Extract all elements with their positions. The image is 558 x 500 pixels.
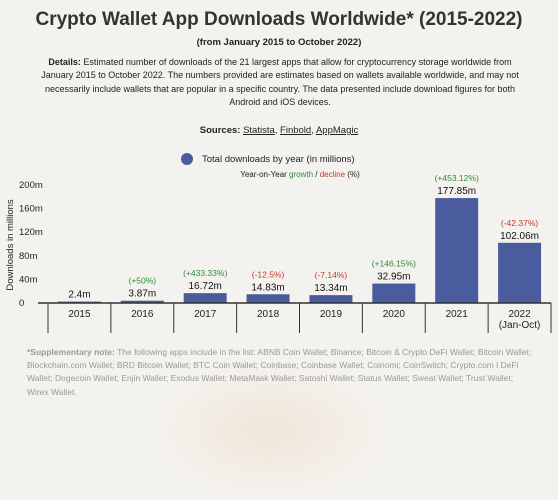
bar-value-label: 102.06m xyxy=(500,231,539,242)
legend-yoy-suffix: (%) xyxy=(345,170,360,179)
yoy-change-label: (-42.37%) xyxy=(501,218,538,228)
source-link-appmagic[interactable]: AppMagic xyxy=(315,125,359,136)
bar-value-label: 177.85m xyxy=(437,186,476,197)
supplementary-note: *Supplementary note: The following apps … xyxy=(27,346,537,399)
bar-value-label: 14.83m xyxy=(251,282,284,293)
yoy-change-label: (-7.14%) xyxy=(315,270,348,280)
yoy-change-label: (-12.5%) xyxy=(252,269,285,279)
bar-2018 xyxy=(246,294,290,303)
yoy-change-label: (+50%) xyxy=(128,276,156,286)
yoy-change-label: (+146.15%) xyxy=(372,259,416,269)
details-paragraph: Details: Estimated number of downloads o… xyxy=(40,56,520,109)
legend-yoy: Year-on-Year growth / decline (%) xyxy=(0,170,558,179)
yoy-change-label: (+453.12%) xyxy=(435,173,479,183)
y-tick-label: 80m xyxy=(19,251,38,262)
x-tick-label: 2015 xyxy=(68,309,91,320)
x-tick-label: 2022 xyxy=(508,309,531,320)
y-tick-label: 160m xyxy=(19,204,43,215)
legend-series-label: Total downloads by year (in millions) xyxy=(202,153,355,165)
bar-2016 xyxy=(120,300,164,303)
bar-2022 xyxy=(498,242,542,303)
yoy-change-label: (+433.33%) xyxy=(183,268,227,278)
note-text: The following apps include in the list: … xyxy=(27,347,532,397)
legend-yoy-sep: / xyxy=(313,170,320,179)
legend-yoy-growth: growth xyxy=(289,170,314,179)
bar-value-label: 13.34m xyxy=(314,283,347,294)
details-text: Estimated number of downloads of the 21 … xyxy=(41,57,519,107)
x-tick-label: 2018 xyxy=(257,309,280,320)
bar-2020 xyxy=(372,283,416,303)
details-label: Details: xyxy=(48,57,81,67)
chart-subtitle: (from January 2015 to October 2022) xyxy=(196,37,362,48)
legend-yoy-decline: decline xyxy=(319,170,346,179)
legend-series-swatch xyxy=(181,153,193,165)
bar-value-label: 32.95m xyxy=(377,272,410,283)
note-label: *Supplementary note: xyxy=(27,347,115,357)
sources-label: Sources: xyxy=(199,125,241,136)
y-tick-label: 40m xyxy=(19,274,38,285)
y-tick-label: 120m xyxy=(19,227,43,238)
sources-line: Sources: Statista, Finbold, AppMagic xyxy=(199,125,359,136)
source-link-statista[interactable]: Statista xyxy=(243,125,275,136)
bar-2021 xyxy=(435,198,479,303)
bar-2019 xyxy=(309,295,353,303)
bar-value-label: 2.4m xyxy=(68,290,90,301)
x-tick-label: 2017 xyxy=(194,309,217,320)
legend-yoy-prefix: Year-on-Year xyxy=(240,170,290,179)
x-tick-label: 2020 xyxy=(383,309,406,320)
x-tick-label: (Jan-Oct) xyxy=(499,320,541,331)
legend: Total downloads by year (in millions) xyxy=(181,152,355,166)
x-tick-label: 2019 xyxy=(320,309,343,320)
bar-value-label: 3.87m xyxy=(128,289,156,300)
bar-value-label: 16.72m xyxy=(189,281,222,292)
x-tick-label: 2016 xyxy=(131,309,154,320)
x-tick-label: 2021 xyxy=(446,309,469,320)
bar-2017 xyxy=(183,293,227,303)
y-axis-label: Downloads in millions xyxy=(5,199,16,291)
y-tick-label: 200m xyxy=(19,180,43,191)
chart-title: Crypto Wallet App Downloads Worldwide* (… xyxy=(35,9,523,30)
source-link-finbold[interactable]: Finbold xyxy=(280,125,312,136)
y-tick-label: 0 xyxy=(19,298,24,309)
